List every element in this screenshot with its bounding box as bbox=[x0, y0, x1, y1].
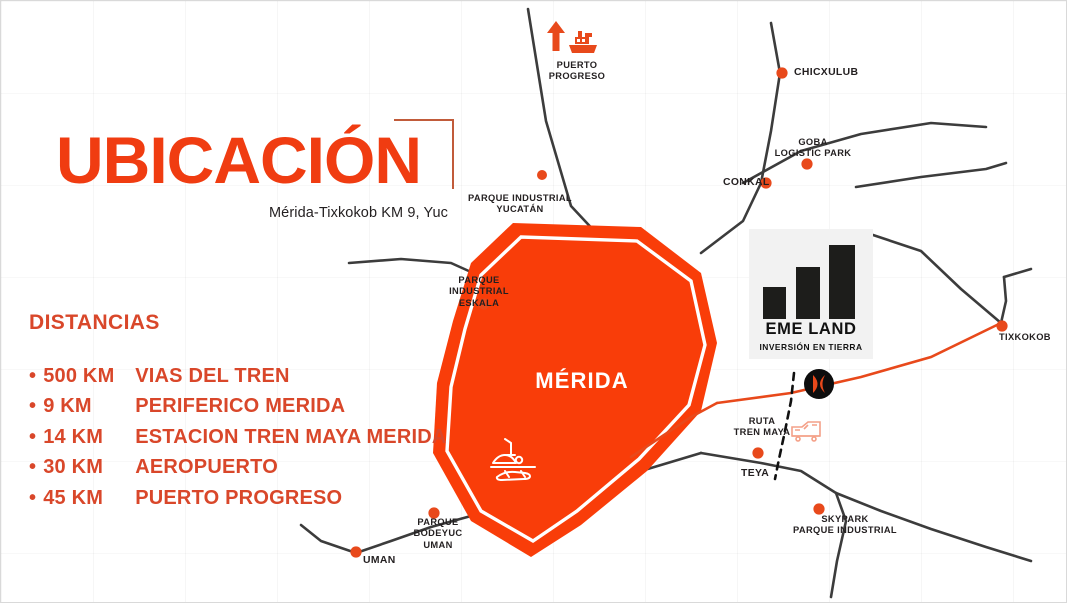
label-line: RUTA bbox=[748, 416, 776, 426]
list-item: • 30 KM AEROPUERTO bbox=[29, 452, 447, 482]
bullet: • bbox=[29, 395, 37, 418]
map-label-parque-bodeyuc-uman: PARQUE BODEYUC UMAN bbox=[414, 517, 463, 551]
label-line: PARQUE INDUSTRIAL bbox=[468, 193, 572, 203]
logo-bars-icon bbox=[763, 245, 859, 319]
location-pin-marker bbox=[804, 369, 834, 399]
airport-icon bbox=[490, 438, 536, 481]
label-line: PROGRESO bbox=[548, 71, 606, 82]
map-label-parque-industrial-yucatan: PARQUE INDUSTRIAL YUCATÁN bbox=[468, 193, 572, 216]
label-line: PARQUE bbox=[458, 275, 500, 285]
map-label-tixkokob: TIXKOKOB bbox=[999, 332, 1051, 342]
merida-inner-outline bbox=[445, 235, 707, 544]
label-line: PARQUE bbox=[417, 517, 459, 527]
distances-list: • 500 KM VIAS DEL TREN • 9 KM PERIFERICO MER… bbox=[29, 361, 447, 513]
title-bracket bbox=[394, 119, 454, 189]
distance-km: 9 KM bbox=[43, 395, 92, 418]
distance-km: 45 KM bbox=[43, 486, 104, 509]
label-line: ESKALA bbox=[458, 297, 500, 308]
map-label-parque-industrial-eskala: PARQUE INDUSTRIAL ESKALA bbox=[449, 275, 509, 309]
label-line: YUCATÁN bbox=[496, 204, 544, 215]
distance-km: 30 KM bbox=[43, 456, 104, 479]
list-item: • 9 KM PERIFERICO MERIDA bbox=[29, 391, 447, 421]
page-title: UBICACIÓN bbox=[56, 123, 422, 197]
list-item: • 14 KM ESTACION TREN MAYA MERIDA bbox=[29, 422, 447, 452]
page-subtitle: Mérida-Tixkokob KM 9, Yuc bbox=[269, 205, 448, 221]
label-line: INDUSTRIAL bbox=[449, 286, 509, 297]
map-label-teya: TEYA bbox=[741, 468, 770, 479]
label-line: TREN MAYA bbox=[733, 427, 791, 438]
logo-tagline: INVERSIÓN EN TIERRA bbox=[759, 342, 863, 352]
distance-place: VIAS DEL TREN bbox=[135, 365, 290, 387]
label-line: SKYPARK bbox=[821, 514, 869, 524]
map-label-goba-logistic-park: GOBA LOGISTIC PARK bbox=[775, 137, 852, 160]
map-label-conkal: CONKAL bbox=[723, 177, 770, 188]
bullet: • bbox=[29, 425, 37, 448]
distances-heading: DISTANCIAS bbox=[29, 311, 160, 334]
bullet: • bbox=[29, 365, 37, 387]
list-item: • 45 KM PUERTO PROGRESO bbox=[29, 483, 447, 513]
label-line: PUERTO bbox=[556, 60, 598, 70]
distance-km: 500 KM bbox=[43, 365, 115, 387]
ruta-tren-maya-dashed-line bbox=[773, 371, 796, 481]
bullet: • bbox=[29, 456, 37, 479]
train-icon bbox=[791, 421, 821, 442]
map-label-puerto-progreso: PUERTO PROGRESO bbox=[549, 60, 606, 83]
list-item: • 500 KM VIAS DEL TREN bbox=[29, 361, 447, 391]
label-line: BODEYUC bbox=[413, 528, 463, 539]
map-label-uman: UMAN bbox=[363, 555, 396, 566]
map-label-ruta-tren-maya: RUTA TREN MAYA bbox=[734, 416, 791, 439]
map-dots bbox=[350, 67, 1008, 558]
up-arrow-icon bbox=[547, 21, 565, 51]
map-label-skypark: SKYPARK PARQUE INDUSTRIAL bbox=[793, 514, 897, 537]
logo-name: EME LAND bbox=[765, 320, 857, 338]
distance-place: PUERTO PROGRESO bbox=[135, 486, 343, 509]
label-line: GOBA bbox=[798, 137, 828, 147]
label-line: UMAN bbox=[423, 539, 453, 550]
map-label-merida: MÉRIDA bbox=[535, 368, 629, 393]
bullet: • bbox=[29, 486, 37, 509]
distance-place: ESTACION TREN MAYA MERIDA bbox=[135, 425, 447, 448]
distance-place: PERIFERICO MERIDA bbox=[135, 395, 346, 418]
map-label-chicxulub: CHICXULUB bbox=[794, 67, 859, 78]
distance-place: AEROPUERTO bbox=[135, 456, 278, 479]
label-line: PARQUE INDUSTRIAL bbox=[793, 525, 897, 536]
distance-km: 14 KM bbox=[43, 425, 104, 448]
eme-land-logo: EME LAND INVERSIÓN EN TIERRA bbox=[749, 229, 873, 359]
label-line: LOGISTIC PARK bbox=[774, 148, 852, 159]
ship-icon bbox=[569, 31, 597, 53]
